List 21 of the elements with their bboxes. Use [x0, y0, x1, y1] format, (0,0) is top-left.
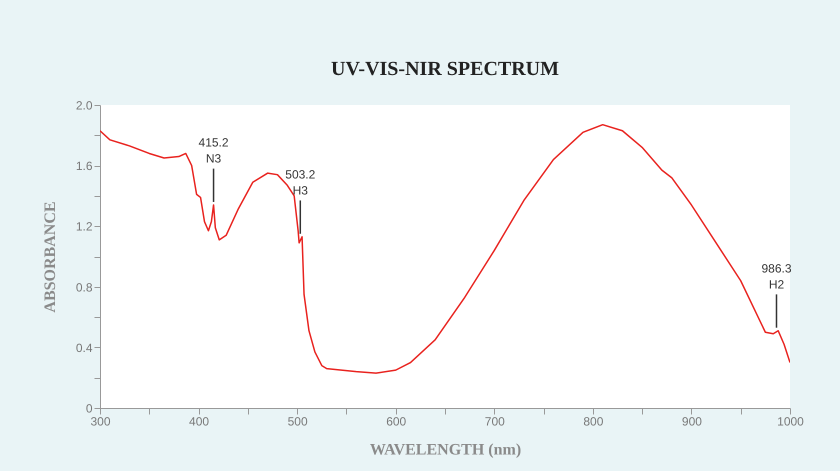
x-axis-title: WAVELENGTH (nm)	[370, 442, 522, 458]
chart-title: UV-VIS-NIR SPECTRUM	[331, 58, 560, 80]
annotation: 986.3 H2	[761, 261, 792, 292]
line-series	[100, 124, 790, 374]
y-tick-label: 1.2	[76, 220, 93, 234]
annotation: 415.2 N3	[198, 136, 229, 166]
y-axis-title: ABSORBANCE	[42, 201, 59, 313]
x-tick-label: 600	[386, 414, 407, 428]
x-tick-label: 300	[90, 414, 111, 428]
x-tick-label: 500	[288, 414, 308, 428]
y-tick-label: 0.8	[76, 280, 93, 294]
y-tick-label: 0.4	[76, 340, 93, 355]
x-tick-label: 900	[682, 414, 702, 428]
x-tick-label: 800	[583, 414, 604, 428]
y-tick-label: 1.6	[76, 159, 93, 174]
x-tick-label: 700	[484, 414, 506, 428]
annotation: 503.2 H3	[285, 167, 316, 198]
y-tick-label: 0	[86, 402, 93, 416]
y-tick-label: 2.0	[76, 98, 93, 112]
x-tick-label: 1000	[777, 414, 804, 428]
x-tick-label: 400	[189, 414, 210, 428]
